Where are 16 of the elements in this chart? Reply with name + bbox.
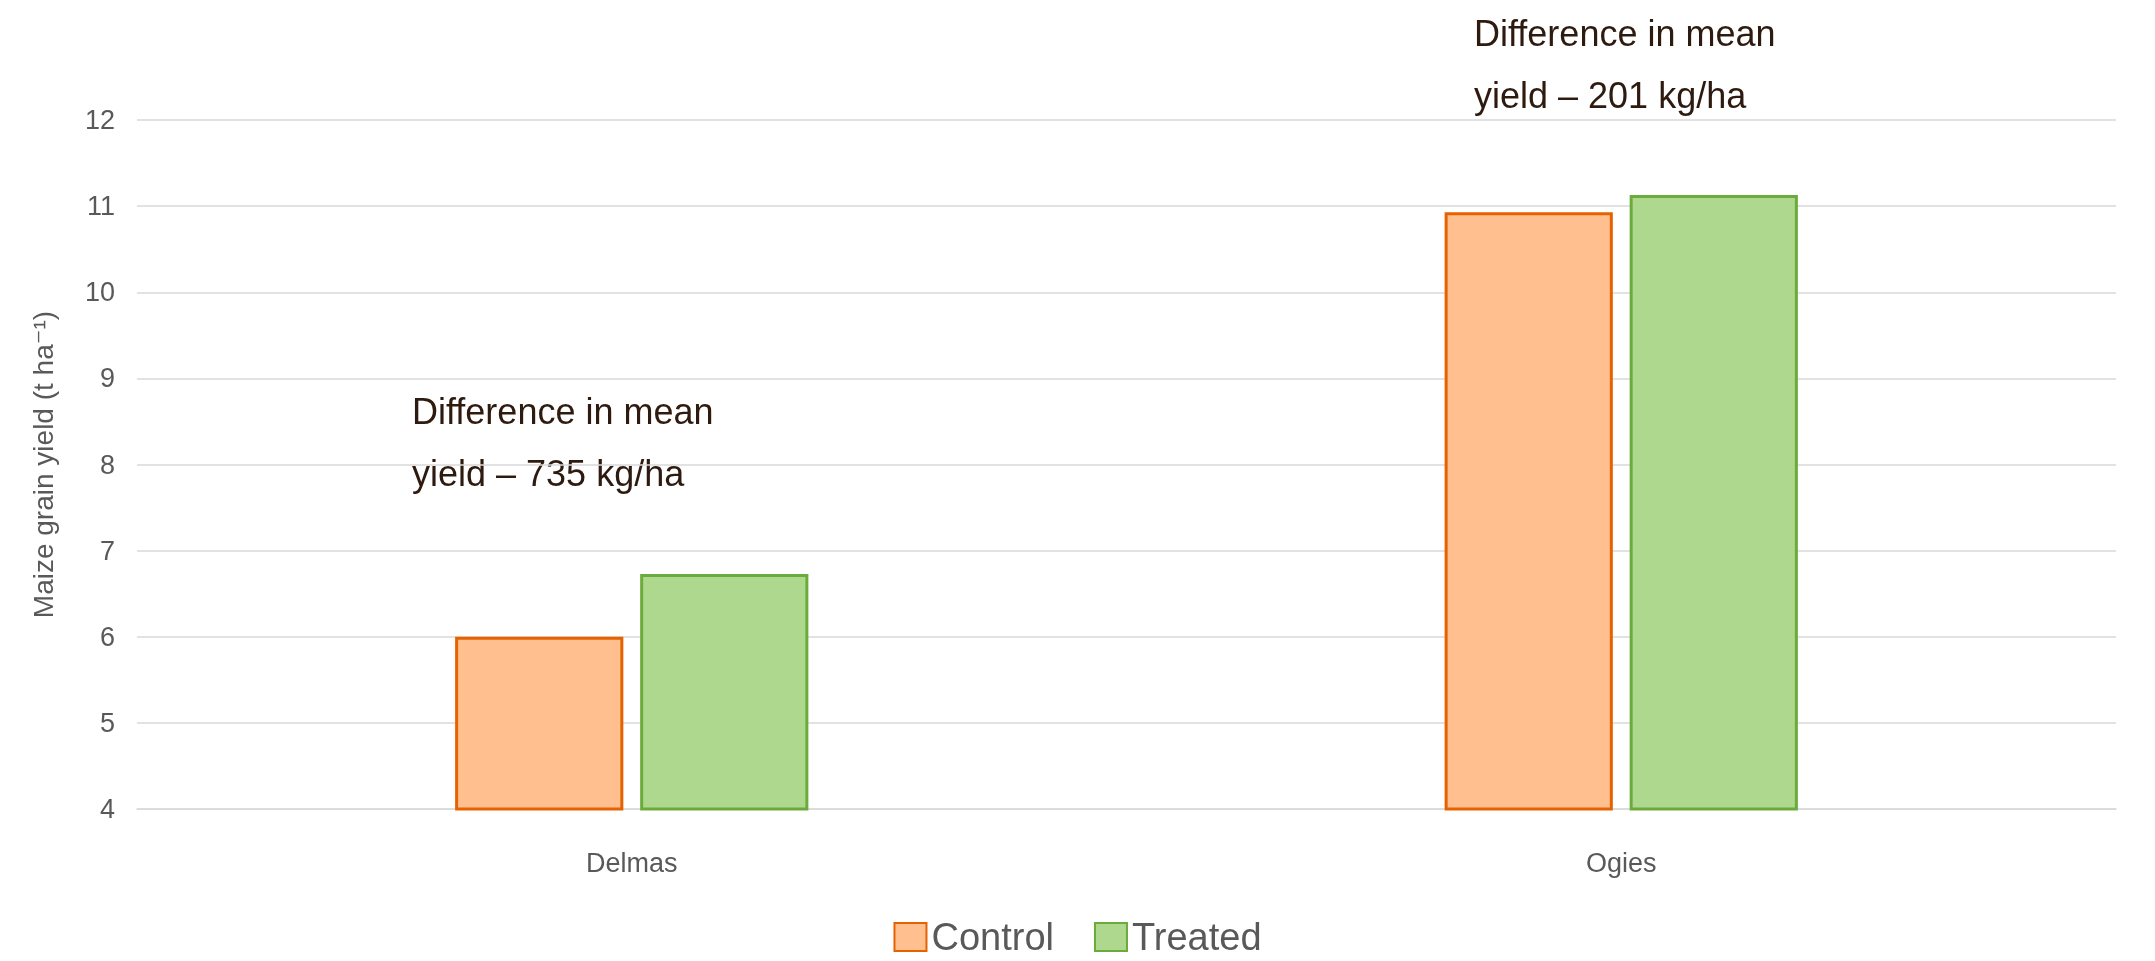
y-tick-label: 4 <box>99 794 115 824</box>
y-tick-label: 6 <box>99 621 115 652</box>
x-tick-label: Delmas <box>585 847 678 878</box>
text: Difference in mean yield – 201 kg/ha <box>1474 12 1776 116</box>
y-tick-label: 12 <box>84 105 115 135</box>
y-tick-label: 7 <box>99 535 115 566</box>
y-tick-label: 8 <box>99 449 115 480</box>
annotation: Difference in mean yield – 735 kg/ha <box>412 390 714 494</box>
y-axis-title: Maize grain yield (t ha⁻¹) <box>27 310 59 619</box>
x-tick-label: Ogies <box>1585 847 1657 878</box>
y-tick-label: 10 <box>84 277 115 308</box>
y-tick-label: 9 <box>99 363 115 394</box>
legend-label: Treated <box>1131 916 1262 958</box>
y-tick-label: 11 <box>86 191 115 222</box>
y-tick-label: 5 <box>99 707 115 738</box>
legend-label: Control <box>931 916 1054 958</box>
